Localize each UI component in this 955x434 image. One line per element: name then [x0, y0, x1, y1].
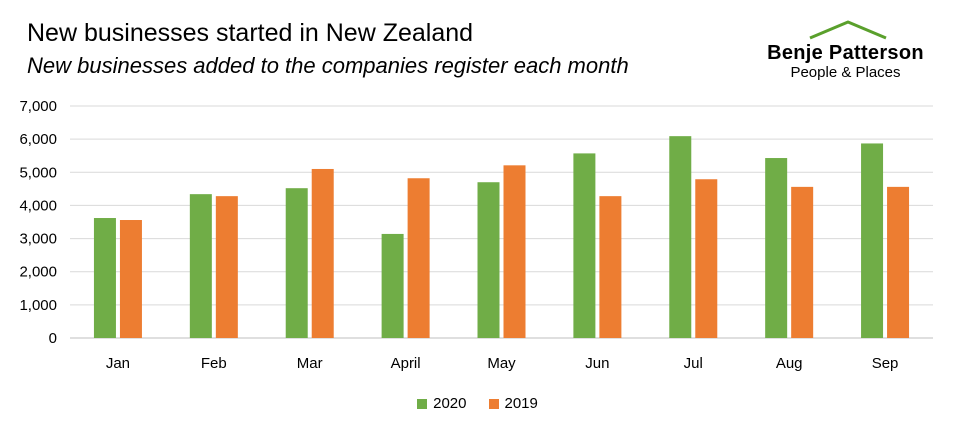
legend-item-2019: 2019	[488, 394, 538, 414]
bar-2020-mar	[285, 188, 308, 338]
bar-2019-may	[503, 165, 526, 338]
x-tick-label: Mar	[297, 355, 323, 372]
legend-swatch	[488, 399, 499, 409]
x-tick-label: Jul	[684, 355, 703, 372]
x-tick-label: Jun	[585, 355, 609, 372]
bar-2019-jan	[119, 220, 142, 338]
legend-item-2020: 2020	[417, 394, 467, 414]
x-tick-label: April	[391, 355, 421, 372]
bar-2019-aug	[791, 186, 814, 338]
brand-logo: Benje Patterson People & Places	[758, 18, 933, 84]
bar-2020-feb	[189, 194, 212, 338]
logo-name: Benje Patterson	[767, 42, 924, 64]
y-tick-label: 2,000	[19, 264, 57, 281]
x-tick-label: May	[487, 355, 516, 372]
bar-2020-april	[381, 233, 404, 338]
bar-2020-sep	[861, 143, 884, 338]
chart-legend: 2020 2019	[0, 394, 955, 414]
x-tick-label: Feb	[201, 355, 227, 372]
legend-swatch	[417, 399, 428, 409]
y-tick-label: 3,000	[19, 231, 57, 248]
chart-subtitle: New businesses added to the companies re…	[27, 53, 629, 78]
y-tick-label: 5,000	[19, 164, 57, 181]
y-tick-label: 0	[49, 330, 57, 347]
bar-2019-mar	[311, 168, 334, 338]
x-tick-label: Jan	[106, 355, 130, 372]
bar-2019-jul	[695, 179, 718, 338]
bar-2020-jan	[93, 218, 116, 338]
y-tick-label: 1,000	[19, 297, 57, 314]
bar-2019-jun	[599, 196, 622, 338]
bar-2020-jun	[573, 153, 596, 338]
x-tick-label: Sep	[872, 355, 899, 372]
y-tick-label: 7,000	[19, 98, 57, 115]
bar-2020-jul	[669, 136, 692, 338]
y-tick-label: 6,000	[19, 131, 57, 148]
legend-label: 2020	[433, 395, 467, 412]
y-tick-label: 4,000	[19, 197, 57, 214]
logo-tagline: People & Places	[790, 64, 901, 81]
bar-2019-april	[407, 178, 430, 338]
bar-2019-feb	[215, 196, 238, 338]
chart-title: New businesses started in New Zealand	[27, 19, 474, 47]
bar-2020-aug	[765, 158, 788, 338]
bar-2019-sep	[887, 186, 910, 338]
house-roof-icon	[809, 20, 887, 40]
x-tick-label: Aug	[776, 355, 803, 372]
legend-label: 2019	[504, 395, 538, 412]
bar-2020-may	[477, 182, 500, 338]
